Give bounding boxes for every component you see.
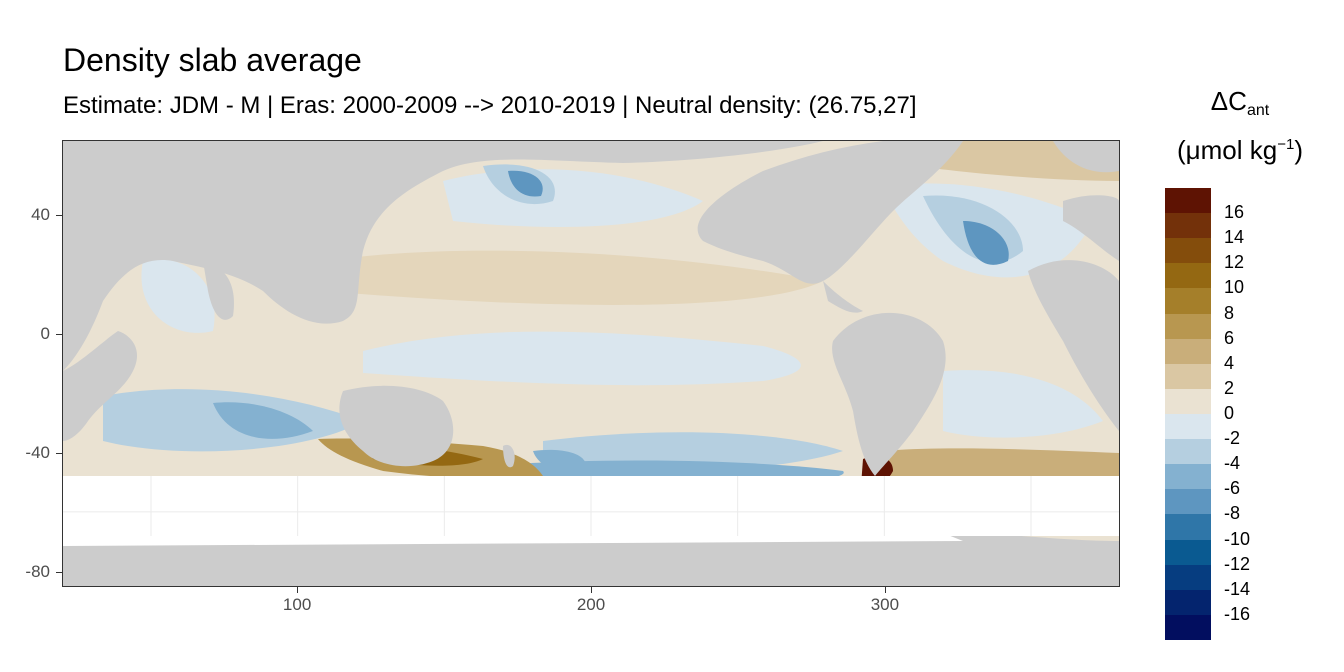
legend-tick-label: -10 [1224, 528, 1251, 549]
legend-title-sub: ant [1246, 102, 1270, 119]
legend-swatch [1165, 539, 1211, 566]
pacific-equatorial-blue-band [363, 331, 801, 386]
legend-tick-label: -16 [1224, 603, 1251, 624]
no-data-antarctic-margin [63, 525, 963, 546]
map-canvas [63, 141, 1119, 586]
legend-swatch [1165, 338, 1211, 365]
legend-tick-label: 14 [1224, 227, 1245, 248]
legend-swatch [1165, 388, 1211, 415]
x-tick-label: 200 [576, 595, 606, 614]
y-tick-mark [56, 572, 62, 574]
map-panel [62, 140, 1120, 587]
legend-swatch [1165, 188, 1211, 214]
land-new-zealand [503, 444, 515, 468]
legend-swatch [1165, 514, 1211, 541]
x-tick-mark [297, 587, 299, 593]
legend-colorbar [1165, 188, 1211, 641]
y-tick-mark [56, 452, 62, 454]
legend-tick-label: 4 [1224, 352, 1235, 373]
legend-tick-label: -8 [1224, 503, 1241, 524]
land-africa-west [1028, 260, 1119, 431]
legend-tick-label: -6 [1224, 478, 1241, 499]
y-tick-mark [56, 333, 62, 335]
legend-tick-label: 8 [1224, 302, 1235, 323]
legend-tick-label: -2 [1224, 428, 1241, 449]
land-south-america [832, 312, 946, 476]
chart-subtitle: Estimate: JDM - M | Eras: 2000-2009 --> … [63, 92, 917, 119]
land-north-america [697, 141, 963, 284]
legend-tick-label: -12 [1224, 553, 1251, 574]
legend-swatch [1165, 288, 1211, 315]
legend-tick-label: -14 [1224, 578, 1251, 599]
land-india [203, 261, 234, 320]
y-tick-label: 0 [40, 323, 50, 343]
chart-title: Density slab average [63, 42, 362, 78]
indian-ocean-blue [141, 259, 215, 333]
legend-swatch [1165, 439, 1211, 465]
legend-swatch [1165, 414, 1211, 440]
legend-swatch [1165, 564, 1211, 591]
legend-swatch [1165, 464, 1211, 490]
land-africa-east [63, 331, 138, 441]
land-southeast-asia [293, 260, 343, 317]
land-greenland [1053, 141, 1119, 173]
legend-tick-label: 0 [1224, 403, 1235, 423]
y-tick-label: -80 [25, 562, 50, 582]
legend-unit-prefix: (μmol kg [1177, 135, 1278, 165]
north-pacific-deep [508, 170, 543, 197]
legend-swatch [1165, 213, 1211, 239]
legend-tick-label: 6 [1224, 327, 1235, 348]
south-indian-patch [213, 402, 313, 439]
north-atlantic-deep [963, 221, 1009, 265]
land-europe [1063, 195, 1119, 261]
y-tick-label: -40 [25, 442, 50, 462]
y-tick-mark [56, 214, 62, 216]
x-tick-label: 100 [282, 595, 312, 614]
legend-swatch [1165, 263, 1211, 289]
legend-unit-suffix: ) [1294, 135, 1303, 165]
legend-tick-label: 16 [1224, 202, 1245, 223]
x-tick-mark [591, 587, 592, 593]
legend-unit: (μmol kg−1) [1160, 135, 1320, 166]
legend-swatch [1165, 238, 1211, 264]
legend-swatch [1165, 589, 1211, 616]
y-tick-label: 40 [31, 204, 50, 224]
legend-tick-label: 2 [1224, 377, 1235, 398]
land-central-america [823, 281, 863, 313]
legend-tick-label: -4 [1224, 453, 1241, 474]
pacific-subtropical-beige [323, 250, 823, 305]
land-eurasia-north [63, 141, 823, 371]
x-tick-label: 300 [870, 595, 900, 614]
legend-title: ΔCant [1160, 86, 1320, 120]
legend-swatch [1165, 313, 1211, 340]
land-australia [339, 385, 454, 467]
x-tick-mark [884, 587, 886, 593]
legend-unit-sup: −1 [1277, 136, 1295, 153]
legend-title-main: ΔC [1210, 86, 1247, 116]
brown-band-atlantic [883, 448, 1119, 480]
legend-tick-label: 12 [1224, 252, 1245, 273]
legend-swatch [1165, 363, 1211, 390]
legend-swatch [1165, 614, 1211, 641]
south-atlantic-blue [943, 370, 1103, 438]
legend-swatch [1165, 489, 1211, 515]
legend-tick-label: 10 [1224, 277, 1245, 298]
